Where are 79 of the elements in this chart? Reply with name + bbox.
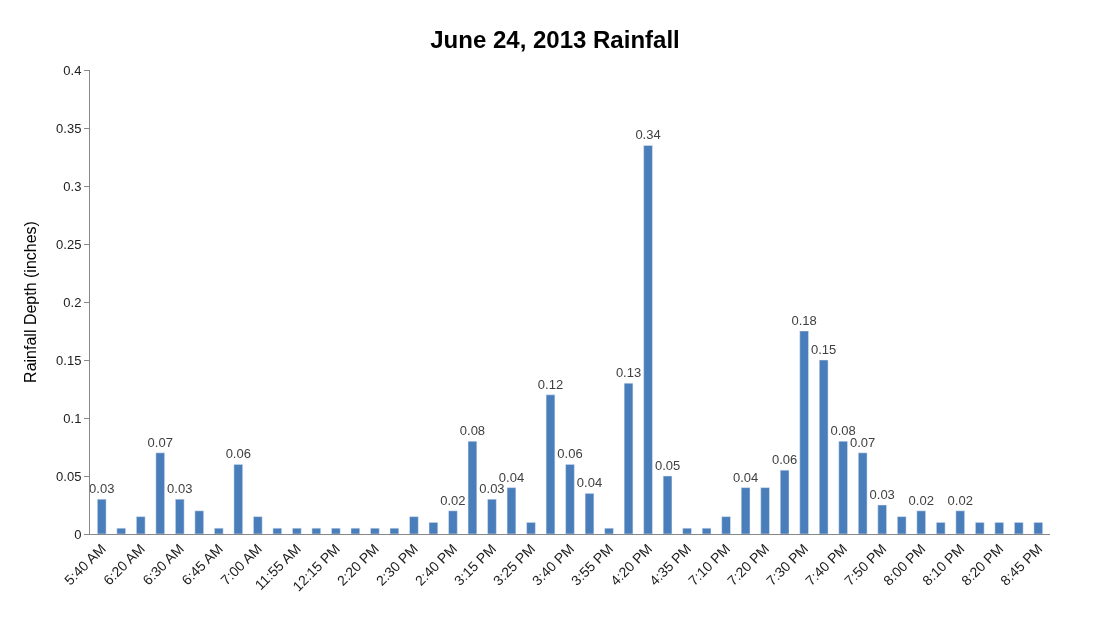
bar bbox=[819, 359, 829, 534]
bar bbox=[175, 498, 185, 534]
bar bbox=[155, 452, 165, 534]
data-label: 0.06 bbox=[225, 446, 251, 462]
bar bbox=[545, 394, 556, 534]
bar bbox=[448, 510, 458, 534]
data-label: 0.04 bbox=[576, 475, 603, 491]
data-label: 0.03 bbox=[167, 481, 193, 497]
y-tick-label: 0.15 bbox=[56, 352, 82, 368]
y-tick-label: 0.2 bbox=[63, 294, 82, 310]
bar bbox=[682, 527, 692, 534]
bar bbox=[858, 452, 868, 534]
data-label: 0.08 bbox=[459, 423, 486, 439]
data-label: 0.03 bbox=[869, 487, 895, 502]
bar bbox=[253, 516, 263, 534]
bar bbox=[565, 464, 575, 534]
data-label: 0.03 bbox=[89, 481, 115, 497]
bar bbox=[194, 510, 204, 534]
bar bbox=[897, 516, 907, 534]
data-label: 0.02 bbox=[440, 492, 466, 508]
bar bbox=[311, 527, 321, 534]
bar bbox=[838, 440, 848, 534]
bar bbox=[760, 487, 770, 534]
chart-title: June 24, 2013 Rainfall bbox=[430, 26, 680, 53]
bar bbox=[136, 516, 146, 534]
data-label: 0.13 bbox=[615, 365, 642, 381]
bar bbox=[916, 510, 926, 534]
bar bbox=[779, 469, 790, 534]
bar bbox=[975, 522, 985, 534]
bar bbox=[370, 527, 380, 534]
bar bbox=[487, 498, 497, 534]
bar bbox=[526, 522, 536, 534]
data-label: 0.12 bbox=[537, 376, 564, 392]
bar bbox=[799, 330, 809, 534]
bar bbox=[389, 527, 400, 534]
y-tick-label: 0.4 bbox=[63, 62, 82, 78]
bar bbox=[1014, 522, 1024, 534]
bar bbox=[740, 487, 751, 534]
data-label: 0.07 bbox=[147, 434, 173, 450]
bar bbox=[467, 440, 478, 534]
bar bbox=[272, 527, 282, 534]
bar bbox=[409, 516, 419, 534]
bar bbox=[331, 527, 341, 534]
bar bbox=[955, 510, 965, 534]
data-label: 0.02 bbox=[947, 492, 973, 508]
bar bbox=[506, 487, 517, 534]
data-label: 0.18 bbox=[791, 313, 817, 328]
y-axis-title: Rainfall Depth (inches) bbox=[21, 221, 39, 383]
bar bbox=[97, 498, 107, 534]
bar bbox=[721, 516, 731, 534]
bar bbox=[643, 145, 653, 534]
data-label: 0.06 bbox=[557, 446, 583, 462]
bar bbox=[662, 475, 673, 534]
data-label: 0.05 bbox=[654, 458, 681, 473]
bar bbox=[604, 527, 614, 534]
bar bbox=[877, 504, 887, 534]
data-label: 0.06 bbox=[771, 452, 798, 468]
bar bbox=[214, 527, 224, 534]
bar bbox=[292, 527, 302, 534]
data-label: 0.15 bbox=[811, 342, 837, 357]
y-tick-label: 0.35 bbox=[56, 120, 82, 136]
bar bbox=[116, 527, 126, 534]
data-label: 0.04 bbox=[732, 469, 759, 485]
bar bbox=[701, 527, 712, 534]
bar bbox=[233, 464, 243, 534]
data-label: 0.34 bbox=[635, 127, 661, 143]
y-tick-label: 0.1 bbox=[63, 410, 82, 426]
bar bbox=[428, 522, 439, 534]
bar bbox=[584, 493, 595, 534]
y-tick-label: 0 bbox=[74, 526, 82, 542]
y-tick-label: 0.3 bbox=[63, 178, 82, 194]
y-tick-label: 0.25 bbox=[56, 236, 82, 252]
bar bbox=[623, 382, 634, 534]
data-label: 0.02 bbox=[908, 492, 934, 508]
bar bbox=[994, 522, 1004, 534]
bar bbox=[936, 522, 946, 534]
bar bbox=[1033, 522, 1043, 534]
y-tick-label: 0.05 bbox=[56, 468, 82, 484]
bar bbox=[350, 527, 361, 534]
